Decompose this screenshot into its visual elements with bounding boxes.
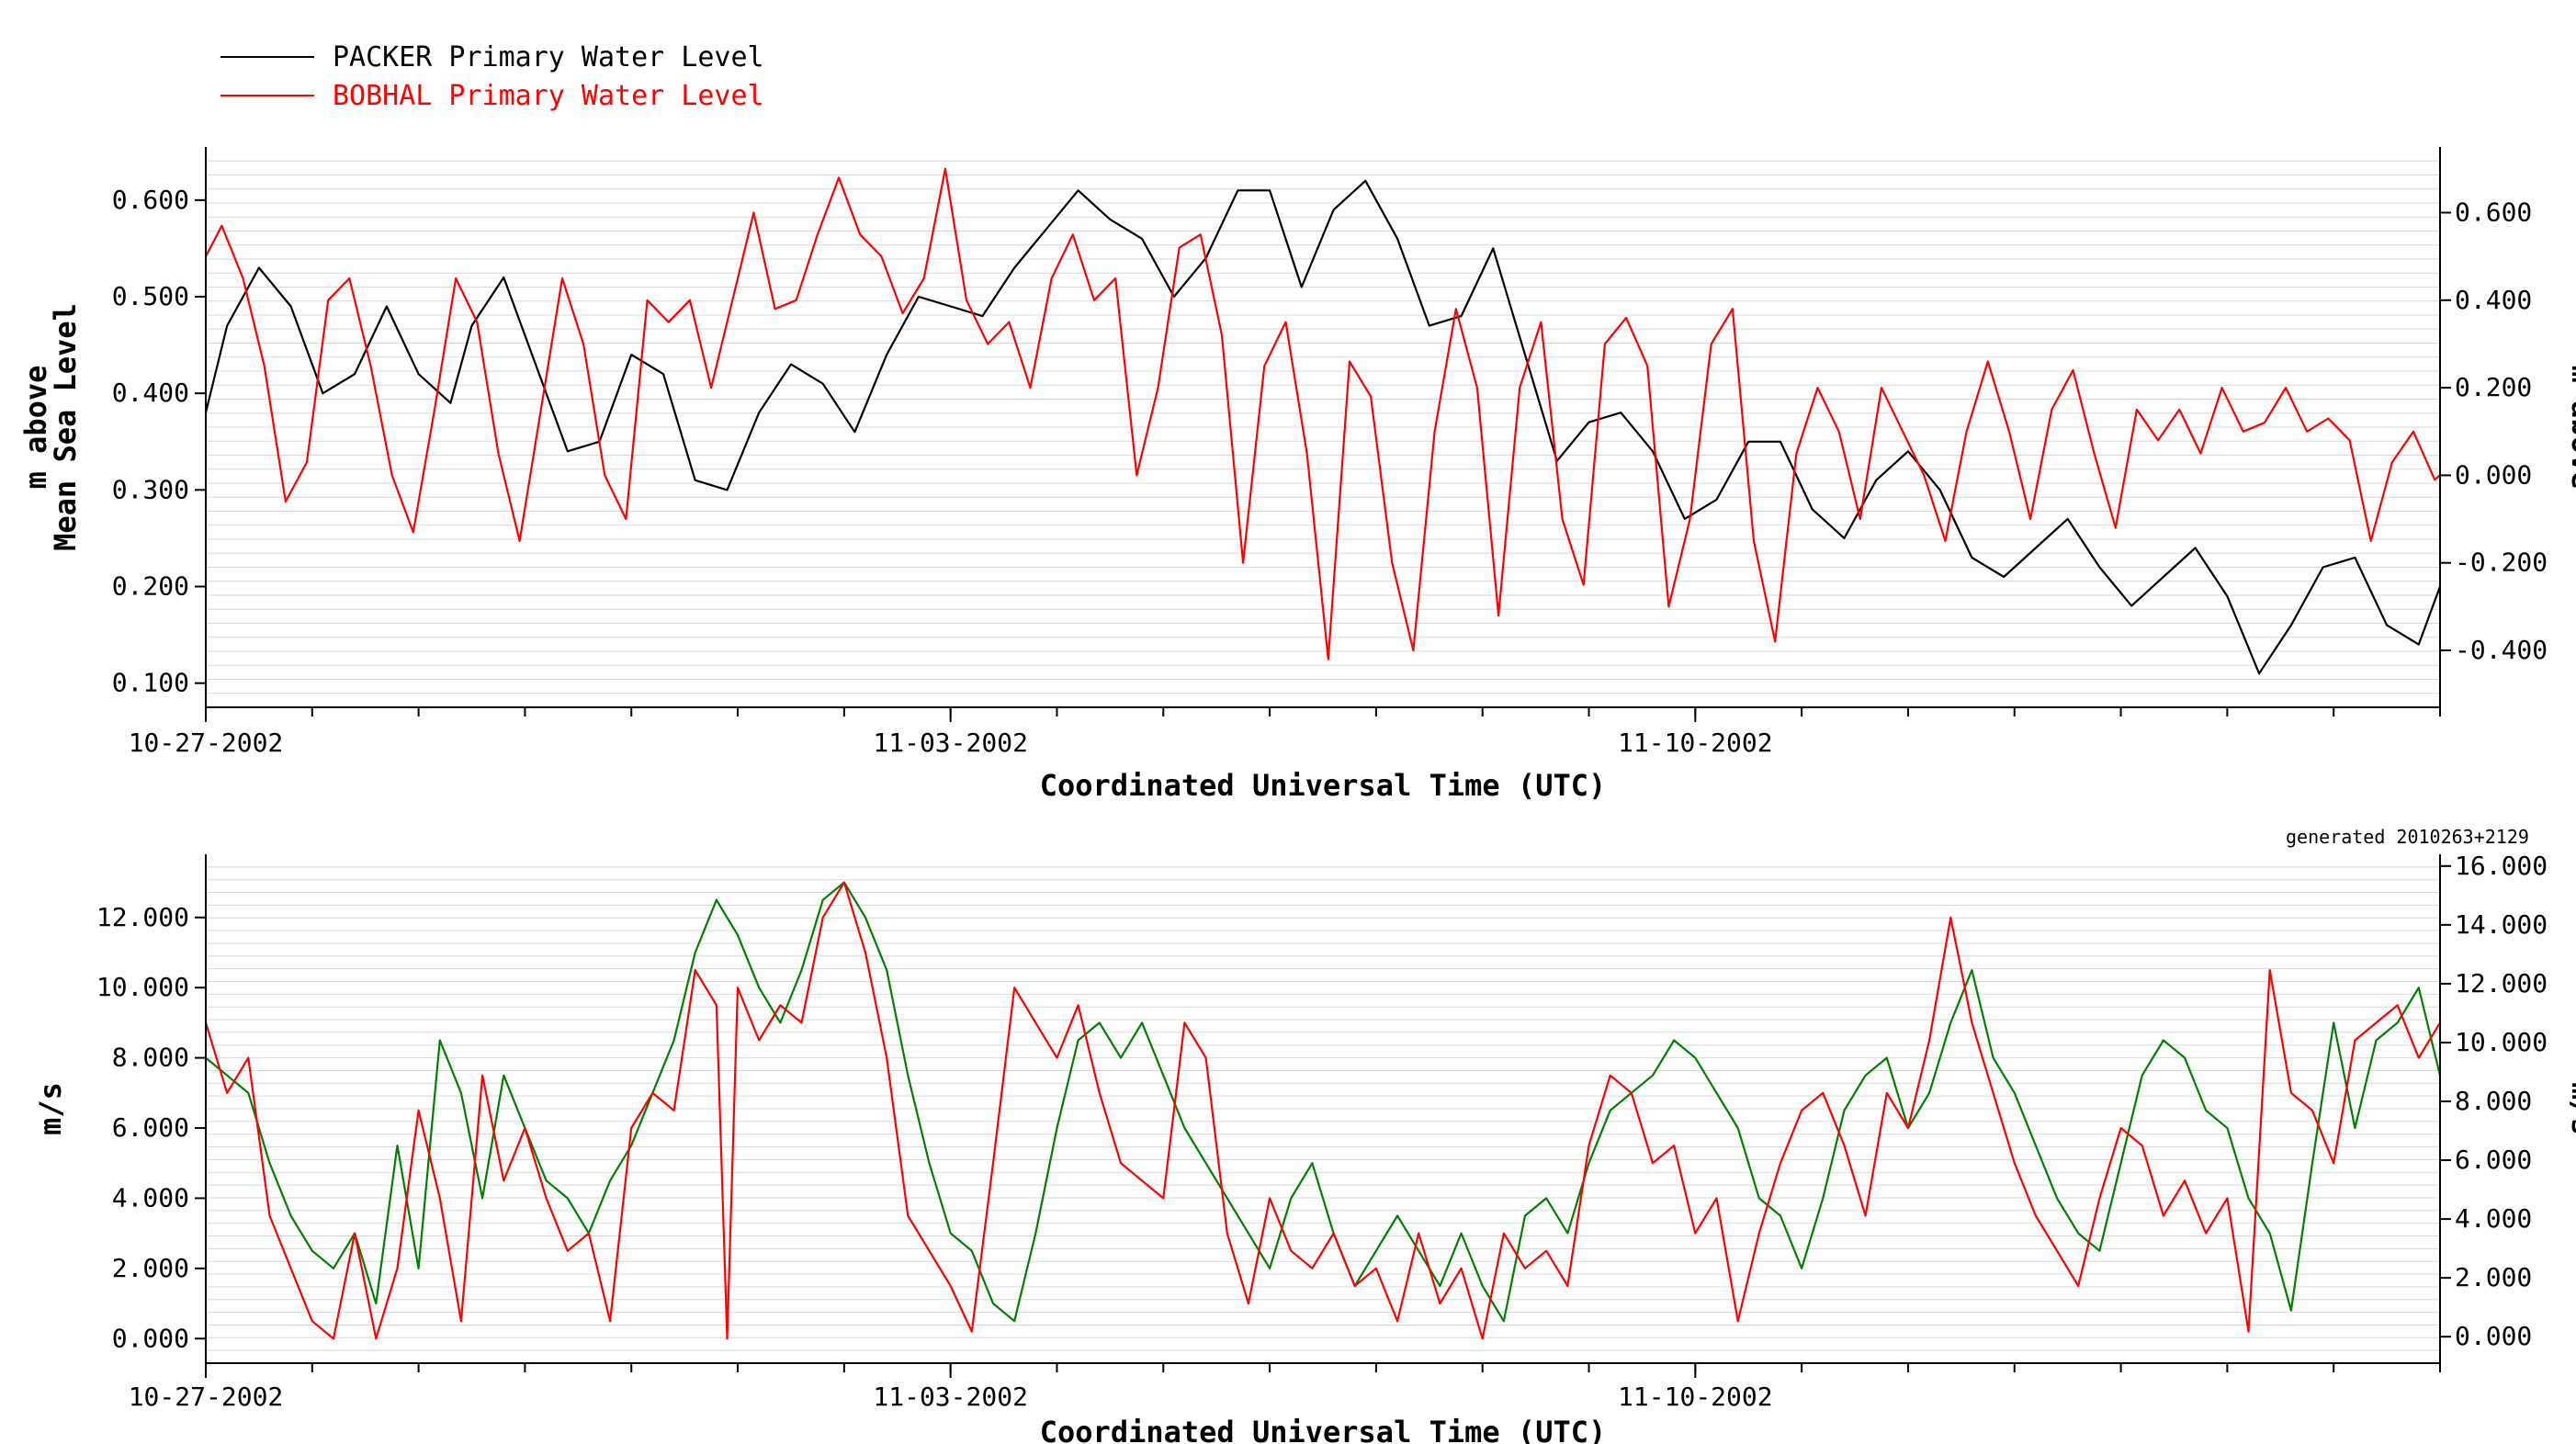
packer-primary-water-level-line bbox=[204, 179, 2442, 675]
y-right-tick-label: 0.000 bbox=[2455, 459, 2532, 490]
y-left-tick-label: 0.000 bbox=[112, 1323, 189, 1353]
y-axis-title-right: m above bbox=[2565, 366, 2576, 490]
y-right-tick-label: -0.400 bbox=[2455, 635, 2548, 665]
x-tick-label: 10-27-2002 bbox=[129, 728, 284, 758]
series-1-line bbox=[204, 881, 2441, 1340]
y-right-tick-label: 0.000 bbox=[2455, 1321, 2532, 1351]
y-axis-title-left: m/s bbox=[33, 1082, 68, 1135]
x-tick-label: 10-27-2002 bbox=[129, 1382, 284, 1412]
y-axis-title-left: Mean Sea Level bbox=[48, 303, 83, 551]
y-right-tick-label: -0.200 bbox=[2455, 547, 2548, 578]
y-right-tick-label: 16.000 bbox=[2455, 851, 2548, 881]
y-right-tick-label: 0.600 bbox=[2455, 197, 2532, 227]
x-tick-label: 11-03-2002 bbox=[873, 1382, 1028, 1412]
legend-label-bobhal: BOBHAL Primary Water Level bbox=[333, 80, 764, 112]
x-tick-label: 11-10-2002 bbox=[1618, 728, 1773, 758]
y-left-tick-label: 8.000 bbox=[112, 1043, 189, 1073]
y-axis-title-right: m/s bbox=[2565, 1082, 2576, 1135]
y-left-tick-label: 2.000 bbox=[112, 1253, 189, 1283]
y-left-tick-label: 6.000 bbox=[112, 1112, 189, 1143]
y-right-tick-label: 8.000 bbox=[2455, 1086, 2532, 1116]
x-tick-label: 11-03-2002 bbox=[873, 728, 1028, 758]
generated-timestamp: generated 2010263+2129 bbox=[2286, 826, 2529, 848]
wind-speed-chart: 10-27-2002 11-03-2002 11-10-2002 0.000 2.000… bbox=[33, 851, 2576, 1444]
legend-label-packer: PACKER Primary Water Level bbox=[333, 41, 764, 73]
y-right-tick-label: 14.000 bbox=[2455, 909, 2548, 940]
series-0-line bbox=[205, 881, 2442, 1323]
y-left-tick-label: 0.400 bbox=[112, 378, 189, 408]
y-right-tick-label: 0.200 bbox=[2455, 372, 2532, 402]
y-right-tick-label: 6.000 bbox=[2455, 1145, 2532, 1175]
gridlines bbox=[206, 866, 2440, 1351]
y-right-tick-label: 2.000 bbox=[2455, 1262, 2532, 1292]
x-axis-title: Coordinated Universal Time (UTC) bbox=[1040, 768, 1607, 803]
y-right-tick-label: 0.400 bbox=[2455, 285, 2532, 315]
bobhal-primary-water-level-line bbox=[205, 167, 2441, 660]
gridlines bbox=[206, 160, 2440, 694]
y-left-tick-label: 0.100 bbox=[112, 668, 189, 698]
y-left-tick-label: 0.200 bbox=[112, 571, 189, 602]
y-left-tick-label: 0.300 bbox=[112, 474, 189, 504]
x-axis-title: Coordinated Universal Time (UTC) bbox=[1040, 1415, 1607, 1444]
y-left-tick-label: 0.500 bbox=[112, 281, 189, 311]
y-left-tick-label: 10.000 bbox=[96, 972, 189, 1002]
x-tick-label: 11-10-2002 bbox=[1618, 1382, 1773, 1412]
y-axis-title-left: m above bbox=[18, 366, 53, 490]
y-left-tick-label: 4.000 bbox=[112, 1182, 189, 1213]
y-right-tick-label: 12.000 bbox=[2455, 968, 2548, 998]
y-right-tick-label: 4.000 bbox=[2455, 1203, 2532, 1234]
y-right-tick-label: 10.000 bbox=[2455, 1027, 2548, 1057]
legend: PACKER Primary Water Level BOBHAL Primar… bbox=[220, 41, 764, 112]
water-level-chart: 10-27-2002 11-03-2002 11-10-2002 0.100 0.200… bbox=[18, 147, 2576, 803]
y-left-tick-label: 12.000 bbox=[96, 902, 189, 932]
y-left-tick-label: 0.600 bbox=[112, 185, 189, 215]
